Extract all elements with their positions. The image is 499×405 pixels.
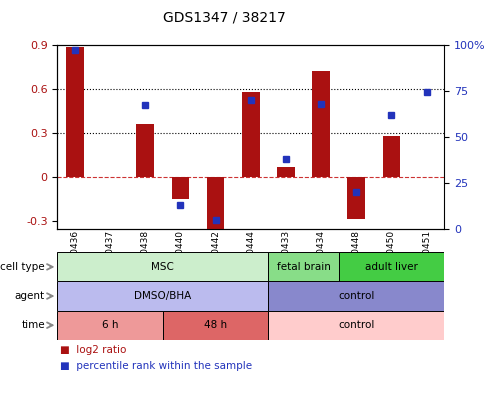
Text: control: control [338,320,374,330]
Bar [277,167,295,177]
Text: control: control [338,291,374,301]
Bar [312,71,330,177]
Text: adult liver: adult liver [365,262,418,272]
Bar [66,47,84,177]
Bar [137,124,154,177]
Text: ■  percentile rank within the sample: ■ percentile rank within the sample [60,361,252,371]
Bar [347,177,365,219]
Bar [268,252,339,281]
Bar [57,252,268,281]
Text: ■  log2 ratio: ■ log2 ratio [60,345,126,355]
Text: fetal brain: fetal brain [276,262,330,272]
Bar [339,252,444,281]
Text: GDS1347 / 38217: GDS1347 / 38217 [163,10,286,24]
Text: agent: agent [15,291,45,301]
Bar [163,311,268,340]
Bar [268,281,444,311]
Text: 6 h: 6 h [102,320,118,330]
Bar [268,311,444,340]
Text: 48 h: 48 h [204,320,227,330]
Text: time: time [21,320,45,330]
Bar [242,92,259,177]
Bar [172,177,189,199]
Bar [57,311,163,340]
Bar [57,281,268,311]
Text: cell type: cell type [0,262,45,272]
Text: DMSO/BHA: DMSO/BHA [134,291,192,301]
Bar [383,136,400,177]
Text: MSC: MSC [151,262,174,272]
Bar [207,177,225,229]
